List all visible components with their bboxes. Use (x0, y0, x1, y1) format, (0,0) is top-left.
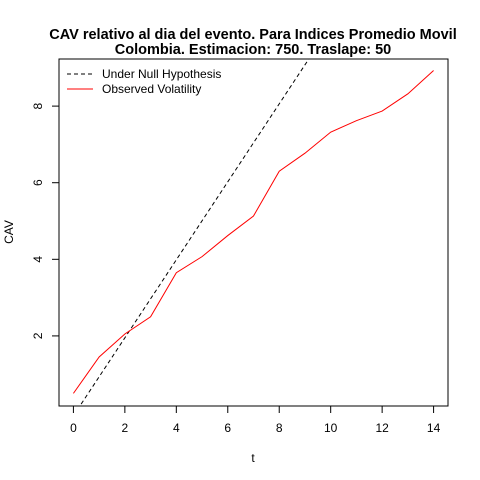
legend-label-null: Under Null Hypothesis (102, 67, 221, 81)
x-axis: 0 2 4 6 8 10 12 14 (70, 405, 441, 435)
y-tick-label: 2 (31, 332, 45, 339)
legend-label-observed: Observed Volatility (102, 82, 201, 96)
y-axis: 2 4 6 8 (31, 102, 60, 339)
y-axis-label: CAV (2, 220, 16, 244)
chart-title-line1: CAV relativo al dia del evento. Para Ind… (49, 27, 456, 43)
x-tick-label: 14 (427, 421, 441, 435)
series-line-observed-volatility (73, 70, 434, 394)
chart-title-line2: Colombia. Estimacion: 750. Traslape: 50 (115, 42, 391, 58)
x-tick-label: 12 (375, 421, 389, 435)
x-tick-label: 2 (122, 421, 129, 435)
x-tick-label: 6 (224, 421, 231, 435)
series-line-null-hypothesis (80, 58, 310, 405)
y-tick-label: 6 (31, 179, 45, 186)
y-tick-label: 8 (31, 102, 45, 109)
x-tick-label: 8 (276, 421, 283, 435)
plot-frame (58, 58, 449, 407)
y-tick-label: 4 (31, 256, 45, 263)
x-tick-label: 0 (70, 421, 77, 435)
legend: Under Null Hypothesis Observed Volatilit… (67, 67, 221, 96)
x-tick-label: 10 (324, 421, 338, 435)
x-tick-label: 4 (173, 421, 180, 435)
series-layer (73, 58, 434, 405)
x-axis-label: t (251, 451, 255, 465)
